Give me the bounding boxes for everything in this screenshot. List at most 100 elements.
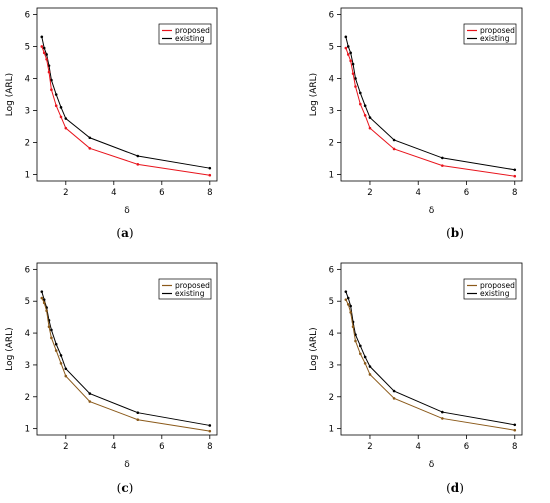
y-tick-label-3: 4 [329, 329, 334, 339]
x-tick-label-3: 8 [207, 188, 212, 198]
point-proposed-1 [42, 301, 46, 305]
point-existing-0 [344, 290, 348, 293]
x-tick-label-1: 4 [111, 188, 116, 198]
point-proposed-5 [54, 104, 58, 108]
x-tick-label-0: 2 [63, 188, 68, 198]
y-tick-label-2: 3 [329, 107, 334, 117]
caption-c-letter: c [121, 481, 129, 495]
point-proposed-5 [359, 352, 362, 356]
y-tick-label-0: 1 [329, 171, 334, 181]
point-proposed-9 [441, 164, 444, 167]
caption-d-close: ) [459, 481, 464, 495]
point-proposed-5 [359, 102, 362, 106]
x-axis-label: δ [429, 460, 435, 470]
y-axis-label: Log (ARL) [5, 327, 15, 370]
y-axis-label: Log (ARL) [309, 73, 319, 116]
point-existing-8 [88, 136, 92, 140]
point-proposed-7 [368, 126, 372, 130]
caption-c-close: ) [128, 481, 134, 495]
x-tick-label-1: 4 [416, 442, 421, 452]
point-proposed-1 [346, 53, 350, 56]
point-proposed-8 [88, 147, 92, 150]
point-proposed-2 [45, 309, 48, 313]
point-proposed-1 [42, 51, 46, 55]
x-tick-label-3: 8 [512, 188, 517, 198]
y-tick-label-4: 5 [329, 42, 334, 52]
point-existing-1 [346, 296, 350, 300]
point-proposed-4 [50, 336, 53, 340]
point-proposed-4 [50, 88, 53, 91]
point-existing-6 [59, 106, 63, 109]
point-proposed-3 [47, 325, 51, 329]
x-tick-label-2: 6 [464, 188, 469, 198]
legend-label-existing: existing [175, 34, 205, 43]
point-existing-0 [344, 35, 348, 39]
point-existing-5 [54, 93, 58, 96]
y-tick-label-4: 5 [25, 297, 30, 307]
plot-frame [340, 7, 523, 182]
point-proposed-8 [392, 397, 396, 400]
caption-a-open: ( [116, 226, 122, 240]
point-proposed-10 [208, 173, 212, 177]
point-existing-1 [346, 45, 350, 48]
point-existing-6 [363, 355, 367, 359]
y-tick-label-4: 5 [329, 297, 334, 307]
point-proposed-10 [513, 428, 517, 432]
point-proposed-9 [136, 163, 140, 166]
point-existing-10 [513, 423, 517, 427]
y-tick-label-3: 4 [25, 74, 30, 84]
point-proposed-2 [349, 59, 352, 63]
series-line-proposed [345, 299, 515, 431]
point-existing-4 [50, 78, 53, 82]
y-tick-label-5: 6 [329, 10, 334, 20]
point-existing-5 [359, 91, 362, 95]
y-tick-label-0: 1 [25, 171, 30, 181]
y-tick-label-5: 6 [25, 265, 30, 275]
caption-a: (a) [95, 226, 155, 240]
series-line-proposed [41, 46, 210, 176]
series-line-proposed [41, 297, 210, 432]
caption-b: (b) [425, 226, 485, 240]
point-existing-5 [359, 344, 362, 348]
y-tick-label-2: 3 [25, 107, 30, 117]
plot-frame [36, 7, 218, 182]
y-tick-label-1: 2 [25, 139, 30, 149]
point-proposed-1 [346, 303, 350, 306]
y-tick-label-2: 3 [25, 361, 30, 371]
caption-b-close: ) [459, 226, 464, 240]
point-existing-2 [349, 304, 352, 308]
y-tick-label-4: 5 [25, 42, 30, 52]
point-proposed-6 [363, 114, 367, 117]
point-existing-9 [441, 410, 444, 414]
y-tick-label-3: 4 [25, 329, 30, 339]
point-existing-0 [40, 35, 44, 39]
y-axis-label: Log (ARL) [309, 327, 319, 370]
point-proposed-8 [392, 147, 396, 151]
x-axis-label: δ [429, 206, 435, 216]
series-line-existing [41, 291, 210, 426]
point-existing-10 [513, 168, 517, 172]
point-proposed-6 [59, 362, 63, 365]
caption-a-close: ) [128, 226, 134, 240]
point-existing-8 [392, 138, 396, 142]
point-existing-1 [42, 46, 46, 50]
plot-frame [340, 262, 523, 436]
point-proposed-0 [40, 296, 44, 300]
point-proposed-3 [47, 70, 51, 74]
point-proposed-3 [351, 72, 355, 75]
legend-label-proposed: proposed [175, 26, 210, 35]
point-proposed-0 [344, 46, 348, 50]
point-proposed-6 [363, 362, 367, 365]
point-existing-2 [45, 53, 48, 56]
y-tick-label-1: 2 [329, 393, 334, 403]
legend-label-existing: existing [480, 289, 510, 298]
legend-label-proposed: proposed [480, 26, 515, 35]
x-axis-label: δ [124, 460, 130, 470]
point-existing-5 [54, 342, 58, 346]
y-tick-label-0: 1 [329, 425, 334, 435]
point-existing-1 [42, 298, 46, 301]
series-line-existing [345, 291, 515, 426]
caption-a-letter: a [121, 226, 129, 240]
